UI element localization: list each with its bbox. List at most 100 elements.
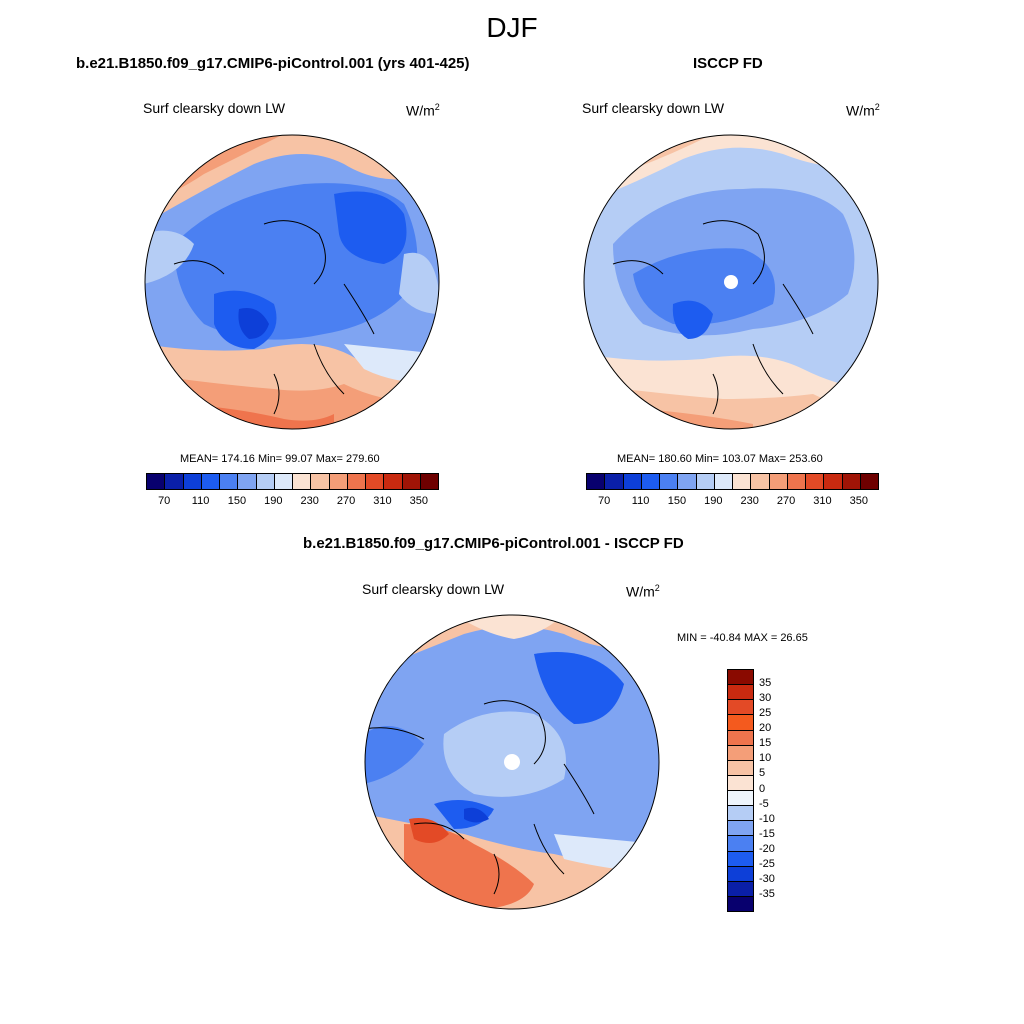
panel3-colorbar [727, 669, 754, 912]
colorbar-swatch [728, 895, 753, 911]
colorbar-tick-label: 70 [158, 495, 171, 507]
colorbar-swatch [728, 759, 753, 775]
colorbar-swatch [346, 474, 365, 489]
figure-title: DJF [486, 12, 538, 43]
colorbar-swatch [728, 729, 753, 745]
colorbar-swatch [841, 474, 860, 489]
panel2-variable: Surf clearsky down LW [582, 100, 725, 116]
colorbar-swatch [859, 474, 878, 489]
colorbar-swatch [604, 474, 623, 489]
colorbar-tick-label: 190 [264, 495, 283, 507]
colorbar-swatch [728, 835, 753, 851]
panel1-colorbar-labels: 70 110 150 190 230 270 310 350 [146, 495, 437, 509]
colorbar-tick-label: 150 [667, 495, 687, 507]
colorbar-swatch [823, 474, 842, 489]
panel1-colorbar [146, 473, 439, 490]
panel1-variable: Surf clearsky down LW [143, 100, 286, 116]
colorbar-tick-label: 0 [759, 782, 766, 795]
colorbar-tick-label: 110 [631, 495, 650, 507]
colorbar-swatch [728, 880, 753, 896]
colorbar-swatch [587, 474, 605, 489]
colorbar-tick-label: 230 [300, 495, 319, 507]
panel1-title: b.e21.B1850.f09_g17.CMIP6-piControl.001 … [76, 55, 470, 72]
panel2-stats: MEAN= 180.60 Min= 103.07 Max= 253.60 [617, 453, 823, 465]
colorbar-swatch [640, 474, 659, 489]
colorbar-tick-label: -30 [759, 872, 775, 885]
colorbar-swatch [695, 474, 714, 489]
colorbar-tick-label: 190 [704, 495, 723, 507]
colorbar-swatch [805, 474, 824, 489]
colorbar-swatch [728, 670, 753, 685]
colorbar-swatch [768, 474, 787, 489]
panel3-colorbar-labels: 35 30 25 20 15 10 5 0 -5 -10 -15 -20 -25 -30 -35 [759, 669, 799, 910]
panel2-polar-map [583, 134, 879, 430]
colorbar-tick-label: 5 [759, 767, 766, 780]
colorbar-tick-label: 20 [759, 722, 772, 735]
colorbar-tick-label: 150 [227, 495, 247, 507]
colorbar-swatch [147, 474, 165, 489]
panel3-units: W/m2 [626, 583, 660, 600]
colorbar-swatch [219, 474, 238, 489]
colorbar-tick-label: 110 [191, 495, 210, 507]
colorbar-swatch [310, 474, 329, 489]
panel3-stats: MIN = -40.84 MAX = 26.65 [677, 632, 808, 644]
colorbar-tick-label: -5 [759, 797, 769, 810]
colorbar-tick-label: -10 [759, 812, 775, 825]
panel2-units: W/m2 [846, 102, 880, 119]
panel3-polar-map [364, 614, 660, 910]
colorbar-tick-label: 310 [813, 495, 832, 507]
colorbar-swatch [659, 474, 678, 489]
colorbar-tick-label: -20 [759, 842, 775, 855]
colorbar-tick-label: 310 [373, 495, 392, 507]
panel1-units: W/m2 [406, 102, 440, 119]
colorbar-tick-label: 15 [759, 737, 772, 750]
panel2-colorbar [586, 473, 879, 490]
panel2-colorbar-labels: 70 110 150 190 230 270 310 350 [586, 495, 877, 509]
colorbar-tick-label: -35 [759, 887, 775, 900]
colorbar-tick-label: -25 [759, 857, 775, 870]
colorbar-tick-label: 70 [598, 495, 611, 507]
colorbar-swatch [237, 474, 256, 489]
colorbar-swatch [728, 699, 753, 715]
colorbar-swatch [622, 474, 641, 489]
colorbar-swatch [728, 744, 753, 760]
colorbar-tick-label: 350 [849, 495, 868, 507]
colorbar-swatch [728, 714, 753, 730]
colorbar-swatch [786, 474, 805, 489]
colorbar-swatch [292, 474, 311, 489]
panel1-stats: MEAN= 174.16 Min= 99.07 Max= 279.60 [180, 453, 380, 465]
colorbar-swatch [273, 474, 292, 489]
colorbar-swatch [728, 820, 753, 836]
colorbar-swatch [728, 805, 753, 821]
colorbar-swatch [728, 850, 753, 866]
colorbar-swatch [383, 474, 402, 489]
colorbar-swatch [713, 474, 732, 489]
colorbar-tick-label: 230 [740, 495, 759, 507]
colorbar-tick-label: 350 [409, 495, 428, 507]
colorbar-tick-label: 35 [759, 677, 772, 690]
colorbar-tick-label: 270 [336, 495, 356, 507]
colorbar-swatch [328, 474, 347, 489]
colorbar-swatch [200, 474, 219, 489]
colorbar-swatch [401, 474, 420, 489]
colorbar-swatch [728, 684, 753, 700]
colorbar-tick-label: 10 [759, 752, 772, 765]
colorbar-swatch [728, 865, 753, 881]
colorbar-swatch [728, 774, 753, 790]
colorbar-swatch [255, 474, 274, 489]
colorbar-swatch [728, 790, 753, 806]
colorbar-tick-label: 270 [776, 495, 796, 507]
panel2-title: ISCCP FD [693, 55, 763, 72]
colorbar-swatch [365, 474, 384, 489]
colorbar-tick-label: 25 [759, 707, 772, 720]
colorbar-tick-label: -15 [759, 827, 775, 840]
colorbar-swatch [182, 474, 201, 489]
colorbar-swatch [164, 474, 183, 489]
panel3-title: b.e21.B1850.f09_g17.CMIP6-piControl.001 … [303, 535, 684, 552]
colorbar-tick-label: 30 [759, 692, 772, 705]
colorbar-swatch [677, 474, 696, 489]
colorbar-swatch [419, 474, 438, 489]
panel1-polar-map [144, 134, 440, 430]
colorbar-swatch [732, 474, 751, 489]
panel3-variable: Surf clearsky down LW [362, 581, 505, 597]
